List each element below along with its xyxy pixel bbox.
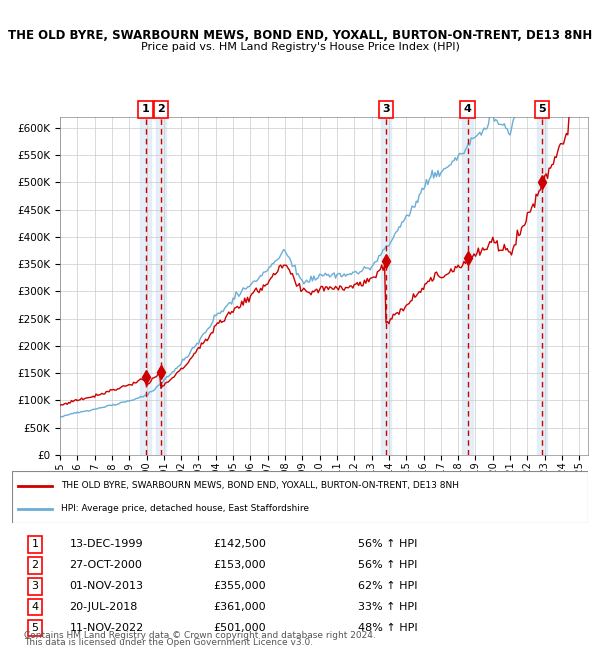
Text: £153,000: £153,000 — [214, 560, 266, 570]
Text: 1: 1 — [32, 540, 38, 549]
Bar — [155, 117, 166, 455]
Text: 56% ↑ HPI: 56% ↑ HPI — [358, 540, 417, 549]
Text: THE OLD BYRE, SWARBOURN MEWS, BOND END, YOXALL, BURTON-ON-TRENT, DE13 8NH: THE OLD BYRE, SWARBOURN MEWS, BOND END, … — [61, 481, 459, 490]
Text: 11-NOV-2022: 11-NOV-2022 — [70, 623, 144, 633]
Text: £355,000: £355,000 — [214, 581, 266, 591]
FancyBboxPatch shape — [12, 471, 588, 523]
Bar — [381, 117, 391, 455]
Text: 20-JUL-2018: 20-JUL-2018 — [70, 602, 138, 612]
Text: £361,000: £361,000 — [214, 602, 266, 612]
Text: 3: 3 — [32, 581, 38, 591]
Text: 4: 4 — [464, 104, 472, 114]
Text: 5: 5 — [32, 623, 38, 633]
Text: 62% ↑ HPI: 62% ↑ HPI — [358, 581, 417, 591]
Text: 33% ↑ HPI: 33% ↑ HPI — [358, 602, 417, 612]
Text: 13-DEC-1999: 13-DEC-1999 — [70, 540, 143, 549]
Text: 01-NOV-2013: 01-NOV-2013 — [70, 581, 143, 591]
Text: Contains HM Land Registry data © Crown copyright and database right 2024.: Contains HM Land Registry data © Crown c… — [24, 631, 376, 640]
Text: This data is licensed under the Open Government Licence v3.0.: This data is licensed under the Open Gov… — [24, 638, 313, 647]
Text: 56% ↑ HPI: 56% ↑ HPI — [358, 560, 417, 570]
Text: HPI: Average price, detached house, East Staffordshire: HPI: Average price, detached house, East… — [61, 504, 309, 514]
Text: 1: 1 — [142, 104, 149, 114]
Text: 5: 5 — [538, 104, 546, 114]
Text: THE OLD BYRE, SWARBOURN MEWS, BOND END, YOXALL, BURTON-ON-TRENT, DE13 8NH: THE OLD BYRE, SWARBOURN MEWS, BOND END, … — [8, 29, 592, 42]
Text: £501,000: £501,000 — [214, 623, 266, 633]
Text: £142,500: £142,500 — [214, 540, 266, 549]
Text: 27-OCT-2000: 27-OCT-2000 — [70, 560, 142, 570]
Text: 3: 3 — [382, 104, 390, 114]
Text: 2: 2 — [157, 104, 164, 114]
Bar — [463, 117, 473, 455]
Bar — [537, 117, 547, 455]
Text: 48% ↑ HPI: 48% ↑ HPI — [358, 623, 417, 633]
Bar — [140, 117, 151, 455]
Text: Price paid vs. HM Land Registry's House Price Index (HPI): Price paid vs. HM Land Registry's House … — [140, 42, 460, 52]
Text: 4: 4 — [31, 602, 38, 612]
Text: 2: 2 — [31, 560, 38, 570]
